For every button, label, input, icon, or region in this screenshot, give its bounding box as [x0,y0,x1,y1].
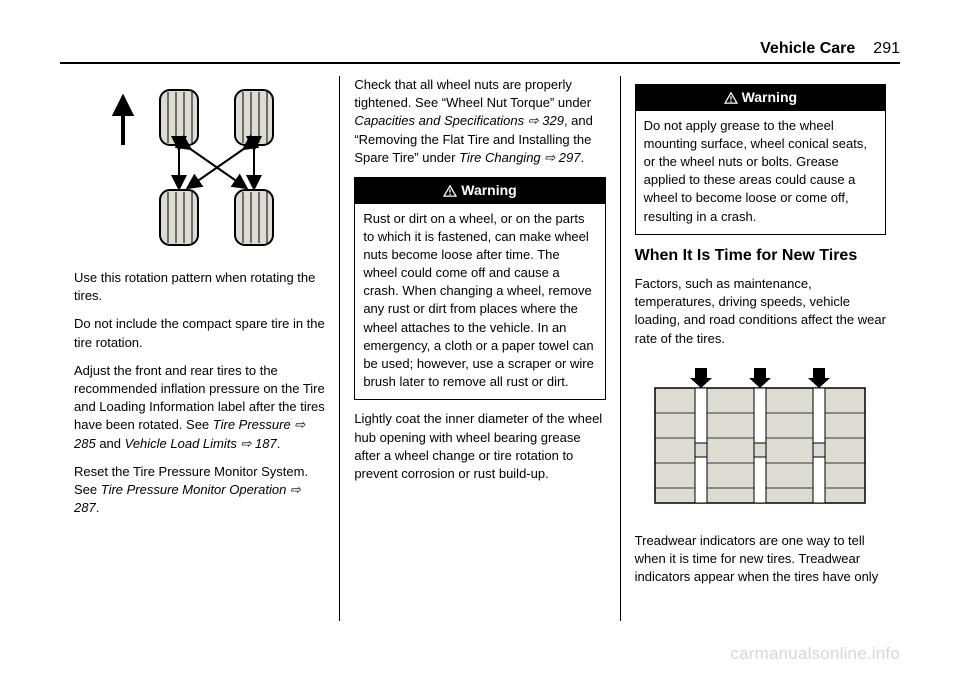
warning-icon [724,92,738,104]
col1-p1: Use this rotation pattern when rotating … [74,269,325,305]
col2-p1: Check that all wheel nuts are properly t… [354,76,605,167]
col1-p3c: . [277,436,281,451]
warning-box-grease: Warning Do not apply grease to the wheel… [635,84,886,235]
watermark: carmanualsonline.info [730,644,900,664]
col2-p1-ref2: Tire Changing ⇨ 297 [459,150,580,165]
page-header: Vehicle Care 291 [60,40,900,64]
warning-body: Rust or dirt on a wheel, or on the parts… [355,204,604,400]
warning-label-2: Warning [742,88,797,108]
col3-p1: Factors, such as maintenance, temperatur… [635,275,886,348]
manual-page: Vehicle Care 291 [0,0,960,678]
column-1: Use this rotation pattern when rotating … [60,76,339,621]
col3-p2: Treadwear indicators are one way to tell… [635,532,886,587]
warning-box-rust: Warning Rust or dirt on a wheel, or on t… [354,177,605,400]
col1-p4: Reset the Tire Pressure Monitor System. … [74,463,325,518]
warning-label: Warning [461,181,516,201]
warning-header: Warning [355,178,604,204]
col1-p3b: and [96,436,125,451]
warning-header-2: Warning [636,85,885,111]
header-section: Vehicle Care [760,40,855,58]
column-2: Check that all wheel nuts are properly t… [339,76,619,621]
content-columns: Use this rotation pattern when rotating … [60,76,900,621]
treadwear-diagram [650,358,870,518]
tire-rotation-diagram [105,80,295,255]
col1-p3-ref2: Vehicle Load Limits ⇨ 187 [125,436,277,451]
section-title-new-tires: When It Is Time for New Tires [635,245,886,267]
col1-p2: Do not include the compact spare tire in… [74,315,325,351]
col2-p1a: Check that all wheel nuts are properly t… [354,77,591,110]
col1-p4-ref: Tire Pressure Monitor Operation ⇨ 287 [74,482,301,515]
header-page-number: 291 [873,40,900,58]
col2-p2: Lightly coat the inner diameter of the w… [354,410,605,483]
col2-p1c: . [580,150,584,165]
col1-p3: Adjust the front and rear tires to the r… [74,362,325,453]
warning-body-2: Do not apply grease to the wheel mountin… [636,111,885,234]
warning-icon [443,185,457,197]
column-3: Warning Do not apply grease to the wheel… [620,76,900,621]
col2-p1-ref1: Capacities and Specifications ⇨ 329 [354,113,564,128]
col1-p4b: . [96,500,100,515]
